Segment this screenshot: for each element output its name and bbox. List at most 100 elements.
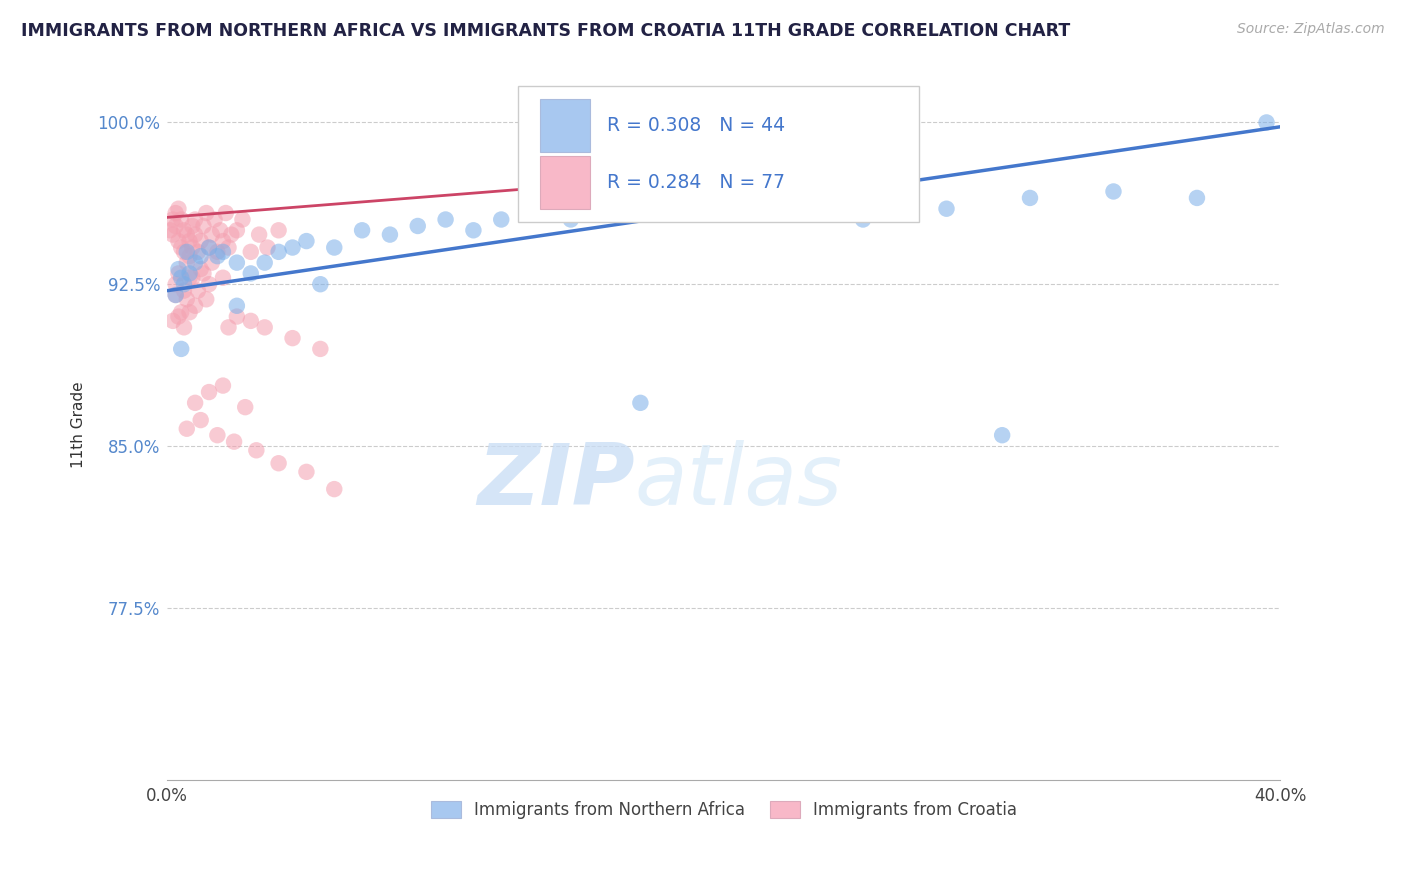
Point bbox=[184, 255, 207, 269]
Point bbox=[239, 314, 262, 328]
Point bbox=[295, 234, 318, 248]
Point bbox=[212, 378, 235, 392]
Bar bbox=[540, 99, 591, 153]
Text: atlas: atlas bbox=[636, 440, 842, 523]
Point bbox=[173, 320, 195, 334]
Point bbox=[935, 202, 957, 216]
Point bbox=[167, 202, 190, 216]
Point bbox=[225, 255, 247, 269]
Point bbox=[176, 255, 198, 269]
Point bbox=[198, 385, 221, 400]
Point bbox=[309, 277, 332, 292]
Point bbox=[159, 223, 181, 237]
Text: Source: ZipAtlas.com: Source: ZipAtlas.com bbox=[1237, 22, 1385, 37]
Point bbox=[201, 255, 224, 269]
Point bbox=[167, 262, 190, 277]
Point bbox=[1185, 191, 1208, 205]
Point bbox=[463, 223, 485, 237]
Point bbox=[602, 206, 624, 220]
Point bbox=[181, 219, 204, 233]
Point bbox=[198, 277, 221, 292]
Point bbox=[173, 277, 195, 292]
Point bbox=[225, 223, 247, 237]
Point bbox=[1102, 185, 1125, 199]
Point bbox=[768, 185, 790, 199]
Point bbox=[195, 206, 218, 220]
Text: IMMIGRANTS FROM NORTHERN AFRICA VS IMMIGRANTS FROM CROATIA 11TH GRADE CORRELATIO: IMMIGRANTS FROM NORTHERN AFRICA VS IMMIG… bbox=[21, 22, 1070, 40]
Point bbox=[796, 191, 818, 205]
Point bbox=[221, 227, 243, 242]
Point bbox=[239, 267, 262, 281]
Point bbox=[207, 249, 229, 263]
Point bbox=[176, 293, 198, 307]
Point bbox=[167, 234, 190, 248]
Point bbox=[184, 212, 207, 227]
Point bbox=[517, 206, 540, 220]
Point bbox=[184, 396, 207, 410]
FancyBboxPatch shape bbox=[517, 87, 918, 221]
Point bbox=[256, 241, 278, 255]
Point bbox=[190, 249, 212, 263]
Point bbox=[378, 227, 401, 242]
Point bbox=[167, 310, 190, 324]
Point bbox=[173, 223, 195, 237]
Point bbox=[167, 267, 190, 281]
Point bbox=[991, 428, 1014, 442]
Point bbox=[170, 270, 193, 285]
Point bbox=[1256, 115, 1278, 129]
Point bbox=[643, 202, 665, 216]
Point bbox=[179, 234, 201, 248]
Point bbox=[253, 255, 276, 269]
Point bbox=[685, 197, 707, 211]
Point bbox=[176, 422, 198, 436]
Point bbox=[190, 262, 212, 277]
Point bbox=[713, 206, 735, 220]
Point bbox=[560, 212, 582, 227]
Point bbox=[162, 227, 184, 242]
Point bbox=[193, 267, 215, 281]
Point bbox=[195, 293, 218, 307]
Point bbox=[162, 314, 184, 328]
Text: ZIP: ZIP bbox=[477, 440, 636, 523]
Point bbox=[173, 244, 195, 259]
Legend: Immigrants from Northern Africa, Immigrants from Croatia: Immigrants from Northern Africa, Immigra… bbox=[423, 794, 1024, 825]
Point bbox=[176, 227, 198, 242]
Point bbox=[184, 299, 207, 313]
Point bbox=[852, 212, 875, 227]
Point bbox=[201, 227, 224, 242]
Point bbox=[323, 241, 346, 255]
Point bbox=[212, 270, 235, 285]
Point bbox=[245, 443, 267, 458]
Point bbox=[187, 284, 209, 298]
Point bbox=[406, 219, 429, 233]
Point bbox=[165, 277, 187, 292]
Point bbox=[170, 212, 193, 227]
Point bbox=[267, 456, 290, 470]
Point bbox=[628, 396, 651, 410]
Point bbox=[173, 284, 195, 298]
Point bbox=[281, 241, 304, 255]
Point bbox=[165, 288, 187, 302]
Point bbox=[866, 197, 889, 211]
Point bbox=[181, 270, 204, 285]
Point bbox=[165, 219, 187, 233]
Point bbox=[267, 223, 290, 237]
Bar bbox=[540, 156, 591, 209]
Point bbox=[267, 244, 290, 259]
Point bbox=[434, 212, 457, 227]
Point bbox=[190, 413, 212, 427]
Point bbox=[187, 244, 209, 259]
Point bbox=[209, 223, 232, 237]
Point bbox=[165, 288, 187, 302]
Point bbox=[170, 342, 193, 356]
Point bbox=[181, 241, 204, 255]
Point bbox=[179, 267, 201, 281]
Point bbox=[215, 206, 238, 220]
Point bbox=[212, 234, 235, 248]
Text: R = 0.308   N = 44: R = 0.308 N = 44 bbox=[607, 116, 785, 135]
Point bbox=[281, 331, 304, 345]
Point bbox=[165, 206, 187, 220]
Point bbox=[225, 299, 247, 313]
Point bbox=[239, 244, 262, 259]
Point bbox=[179, 270, 201, 285]
